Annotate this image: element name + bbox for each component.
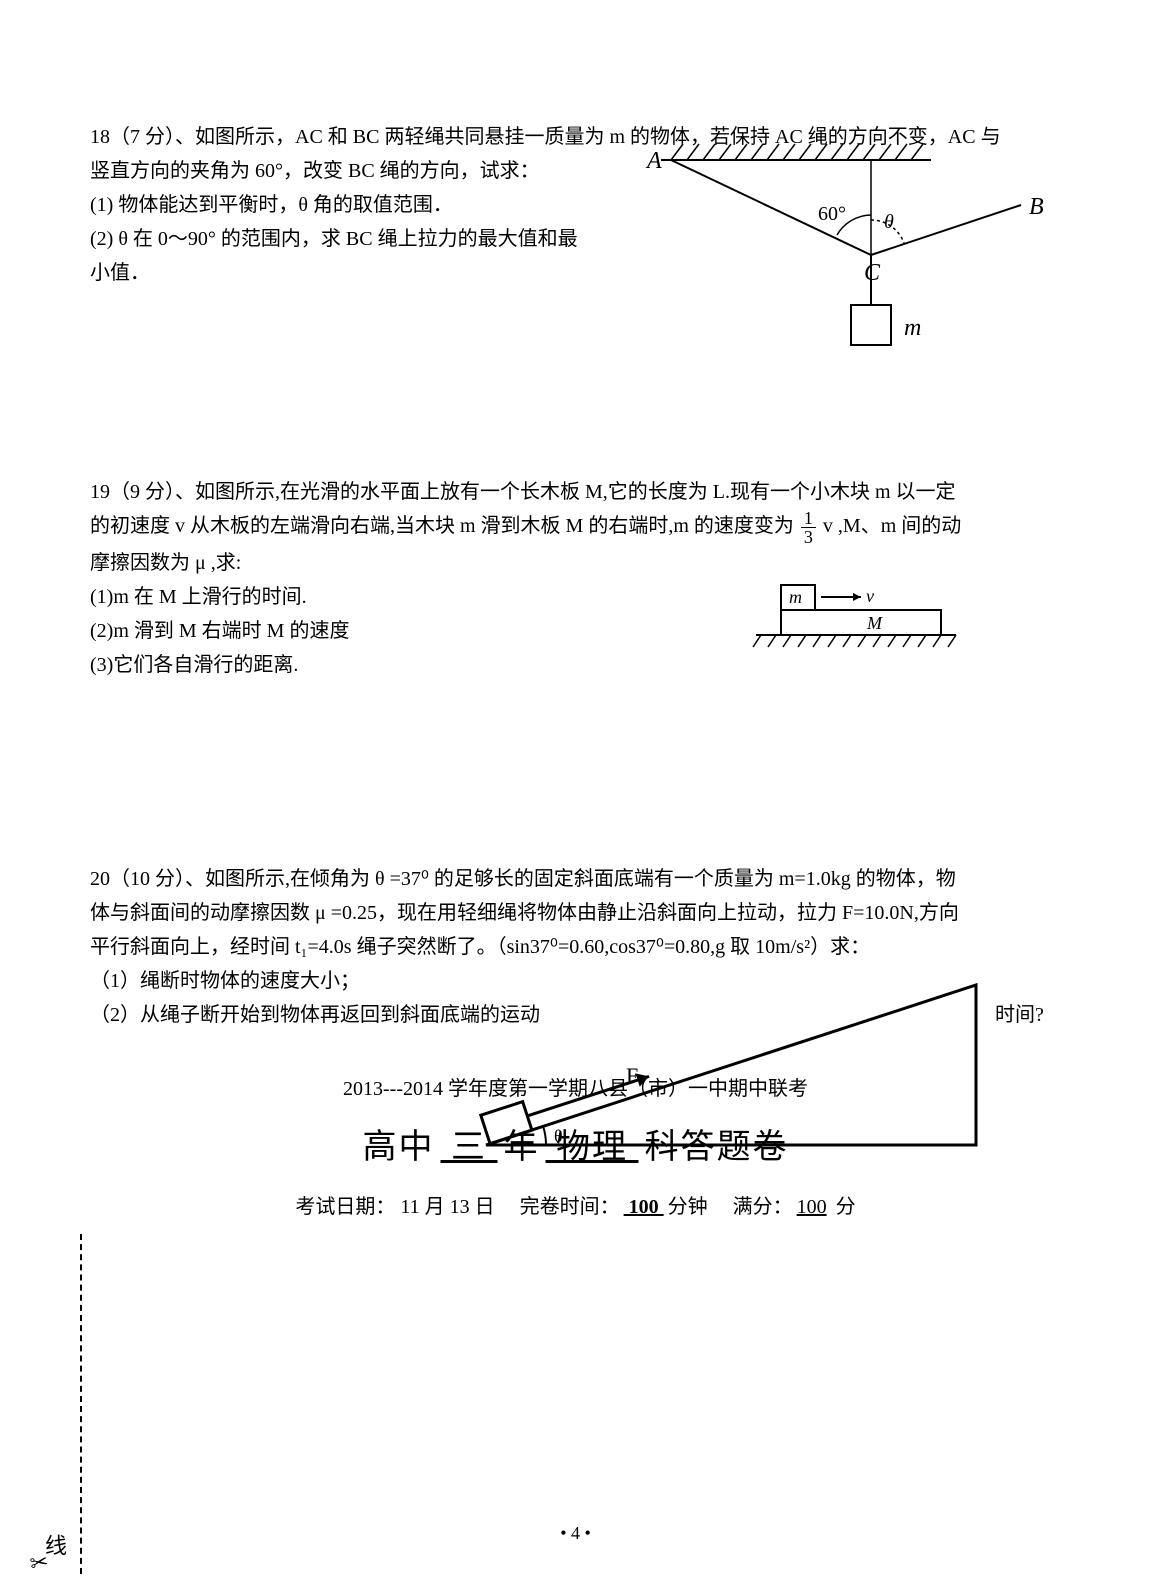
p20-line2: 体与斜面间的动摩擦因数 μ =0.25，现在用轻细绳将物体由静止沿斜面向上拉动，… [90, 896, 1061, 930]
p20-line3: 平行斜面向上，经时间 t₁=4.0s 绳子突然断了。（sin37⁰=0.60,c… [90, 930, 1061, 964]
p19-line2: 的初速度 v 从木板的左端滑向右端,当木块 m 滑到木板 M 的右端时,m 的速… [90, 509, 1061, 546]
figure-20: F θ [416, 965, 1011, 1165]
p19-line2b: v ,M、m 间的动 [823, 515, 961, 537]
fig18-label-C: C [864, 260, 881, 286]
p19-fraction: 1 3 [801, 509, 816, 546]
figure-19: m M v [751, 575, 961, 655]
fig18-label-B: B [1029, 194, 1044, 220]
info-score-value: 100 [793, 1196, 831, 1218]
p18-q1: (1) 物体能达到平衡时，θ 角的取值范围． [90, 188, 610, 222]
p18-q2a: (2) θ 在 0～90° 的范围内，求 BC 绳上拉力的最大值和最 [90, 222, 610, 256]
fig20-label-theta: θ [554, 1126, 563, 1146]
fig18-label-A: A [645, 148, 662, 174]
info-date: 考试日期： 11 月 13 日 [295, 1196, 494, 1218]
info-score-unit: 分 [831, 1196, 856, 1218]
figure-20-svg: F θ [416, 965, 1011, 1165]
info-time-value: 100 [620, 1196, 668, 1218]
fig19-label-M: M [866, 613, 883, 633]
binding-line [80, 1234, 82, 1574]
fig19-label-v: v [866, 586, 874, 606]
figure-18: A B C 60° θ m [621, 130, 1061, 375]
fig18-label-60: 60° [818, 203, 846, 225]
fig20-label-F: F [626, 1063, 638, 1088]
info-score-label: 满分： [733, 1196, 793, 1218]
fig18-label-m: m [904, 315, 921, 341]
fig19-label-m: m [789, 587, 802, 607]
info-time-label: 完卷时间： [520, 1196, 620, 1218]
figure-19-svg: m M v [751, 575, 961, 655]
exam-info: 考试日期： 11 月 13 日 完卷时间： 100 分钟 满分：100 分 [90, 1190, 1061, 1219]
p20-line1: 20（10 分）、如图所示,在倾角为 θ =37⁰ 的足够长的固定斜面底端有一个… [90, 862, 1061, 896]
info-time-unit: 分钟 [668, 1196, 708, 1218]
figure-18-svg: A B C 60° θ m [621, 130, 1061, 375]
fig18-label-theta: θ [884, 211, 894, 233]
p19-frac-num: 1 [801, 509, 816, 528]
p19-line2a: 的初速度 v 从木板的左端滑向右端,当木块 m 滑到木板 M 的右端时,m 的速… [90, 515, 794, 537]
content-area: 18（7 分）、如图所示，AC 和 BC 两轻绳共同悬挂一质量为 m 的物体，若… [90, 0, 1061, 1219]
p19-line1: 19（9 分）、如图所示,在光滑的水平面上放有一个长木板 M,它的长度为 L.现… [90, 475, 1061, 509]
page-number: • 4 • [0, 1523, 1151, 1544]
p19-frac-den: 3 [801, 528, 816, 546]
page: 18（7 分）、如图所示，AC 和 BC 两轻绳共同悬挂一质量为 m 的物体，若… [0, 0, 1151, 1594]
